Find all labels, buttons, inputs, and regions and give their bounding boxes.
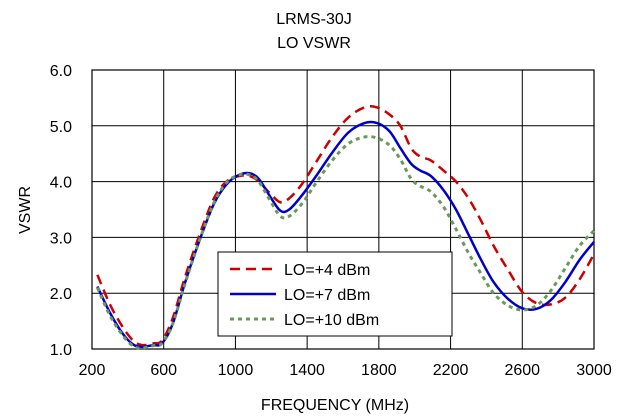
y-tick-label: 2.0 bbox=[50, 286, 72, 303]
x-axis-ticks: 200 600 1000 1400 1800 2200 2600 3000 bbox=[79, 362, 612, 379]
plot-area-border bbox=[91, 69, 595, 350]
x-tick-label: 3000 bbox=[576, 362, 612, 379]
chart-subtitle: LO VSWR bbox=[277, 35, 351, 52]
legend-label: LO=+4 dBm bbox=[284, 262, 370, 279]
legend-label: LO=+7 dBm bbox=[284, 287, 370, 304]
y-tick-label: 1.0 bbox=[50, 342, 72, 359]
x-tick-label: 2200 bbox=[433, 362, 469, 379]
series-line-lo-10-dbm bbox=[96, 135, 596, 350]
y-tick-label: 3.0 bbox=[50, 230, 72, 247]
x-tick-label: 2600 bbox=[504, 362, 540, 379]
legend-label: LO=+10 dBm bbox=[284, 312, 379, 329]
x-tick-label: 1400 bbox=[289, 362, 325, 379]
series-layer bbox=[96, 105, 596, 350]
series-line-lo-4-dbm bbox=[96, 105, 596, 347]
x-axis-label: FREQUENCY (MHz) bbox=[261, 397, 409, 414]
legend: LO=+4 dBm LO=+7 dBm LO=+10 dBm bbox=[217, 251, 453, 337]
x-tick-label: 1800 bbox=[361, 362, 397, 379]
y-axis-label: VSWR bbox=[17, 186, 34, 234]
y-axis-ticks: 1.0 2.0 3.0 4.0 5.0 6.0 bbox=[50, 63, 72, 359]
y-tick-label: 4.0 bbox=[50, 175, 72, 192]
chart-title: LRMS-30J bbox=[276, 11, 352, 28]
x-tick-label: 600 bbox=[150, 362, 177, 379]
x-tick-label: 1000 bbox=[218, 362, 254, 379]
x-tick-label: 200 bbox=[79, 362, 106, 379]
y-tick-label: 5.0 bbox=[50, 119, 72, 136]
y-tick-label: 6.0 bbox=[50, 63, 72, 80]
